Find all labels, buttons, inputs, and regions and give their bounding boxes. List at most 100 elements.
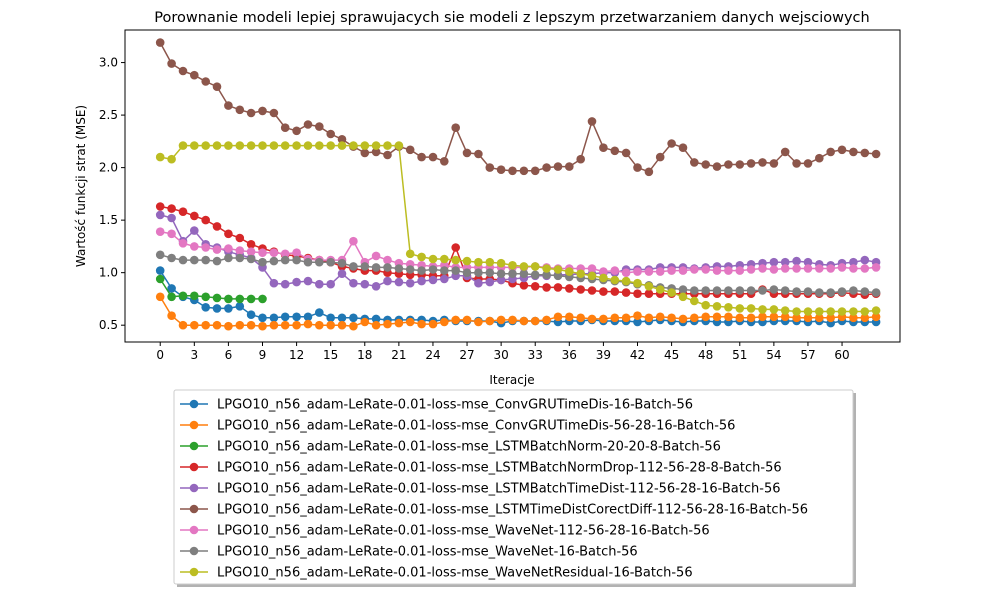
data-point (167, 204, 176, 213)
data-point (780, 286, 790, 295)
data-point (371, 147, 381, 157)
data-point (167, 311, 176, 321)
x-tick-label: 48 (698, 348, 713, 362)
data-point (201, 243, 210, 252)
data-point (371, 314, 381, 324)
data-point (235, 294, 245, 304)
data-point (201, 141, 210, 150)
data-point (292, 255, 301, 265)
legend-marker (189, 567, 199, 577)
data-point (201, 77, 210, 86)
x-tick-label: 21 (391, 348, 406, 362)
data-point (780, 147, 790, 157)
data-point (553, 283, 563, 292)
data-point (440, 157, 449, 166)
data-point (565, 284, 574, 293)
data-point (746, 313, 756, 323)
x-tick-label: 45 (664, 348, 679, 362)
data-point (155, 38, 165, 47)
data-point (190, 141, 199, 150)
data-point (690, 265, 699, 274)
data-point (258, 141, 267, 150)
series-line (160, 144, 877, 313)
data-point (280, 255, 290, 265)
data-point (860, 307, 870, 316)
data-point (337, 313, 347, 323)
data-point (553, 162, 563, 171)
data-point (565, 162, 574, 171)
data-point (451, 266, 461, 275)
data-point (803, 257, 813, 267)
data-point (655, 285, 665, 294)
legend-box (173, 389, 854, 585)
data-point (837, 287, 847, 296)
data-point (258, 313, 267, 323)
data-point (155, 292, 165, 302)
data-point (212, 141, 222, 150)
data-point (303, 312, 313, 322)
data-point (201, 303, 210, 312)
y-tick-label: 0.5 (99, 318, 118, 332)
series-line (160, 230, 877, 274)
data-point (735, 286, 745, 295)
x-tick-label: 9 (259, 348, 267, 362)
data-point (519, 269, 529, 279)
data-point (712, 302, 722, 311)
data-point (519, 281, 529, 290)
data-point (417, 152, 426, 162)
data-point (519, 262, 529, 271)
series-2 (155, 292, 881, 331)
data-point (201, 320, 210, 330)
data-point (428, 319, 438, 329)
data-point (815, 307, 824, 316)
data-point (780, 264, 790, 273)
data-point (530, 316, 540, 326)
data-point (405, 145, 415, 155)
data-point (621, 313, 631, 323)
series-6 (155, 38, 881, 177)
data-point (224, 101, 233, 110)
plot-area (155, 38, 881, 331)
data-point (485, 277, 495, 287)
data-point (849, 286, 858, 295)
data-point (780, 306, 790, 315)
x-axis-label: Iteracje (489, 373, 534, 387)
data-point (758, 286, 767, 295)
data-point (599, 267, 608, 276)
data-point (371, 282, 381, 291)
data-point (871, 149, 881, 159)
legend-label: LPGO10_n56_adam-LeRate-0.01-loss-mse_Wav… (217, 566, 693, 581)
legend-item: LPGO10_n56_adam-LeRate-0.01-loss-mse_Wav… (180, 566, 693, 581)
data-point (212, 256, 222, 266)
data-point (519, 316, 529, 326)
data-point (667, 266, 676, 275)
data-point (712, 312, 722, 322)
data-point (190, 320, 199, 330)
data-point (655, 312, 665, 322)
data-point (440, 274, 449, 284)
data-point (655, 152, 665, 162)
data-point (474, 149, 483, 159)
data-point (826, 288, 835, 297)
data-point (212, 293, 222, 303)
data-point (542, 163, 551, 172)
data-point (815, 153, 824, 163)
data-point (155, 210, 165, 220)
data-point (417, 252, 426, 262)
data-point (860, 287, 870, 296)
data-point (224, 229, 233, 239)
data-point (178, 141, 188, 150)
data-point (190, 291, 199, 301)
data-point (167, 59, 176, 68)
data-point (724, 286, 733, 295)
data-point (292, 248, 301, 257)
data-point (803, 313, 813, 323)
data-point (712, 162, 722, 171)
data-point (155, 227, 165, 236)
data-point (724, 303, 733, 312)
data-point (587, 271, 597, 281)
data-point (667, 313, 676, 323)
data-point (576, 154, 585, 164)
data-point (292, 141, 301, 150)
data-point (587, 117, 597, 126)
